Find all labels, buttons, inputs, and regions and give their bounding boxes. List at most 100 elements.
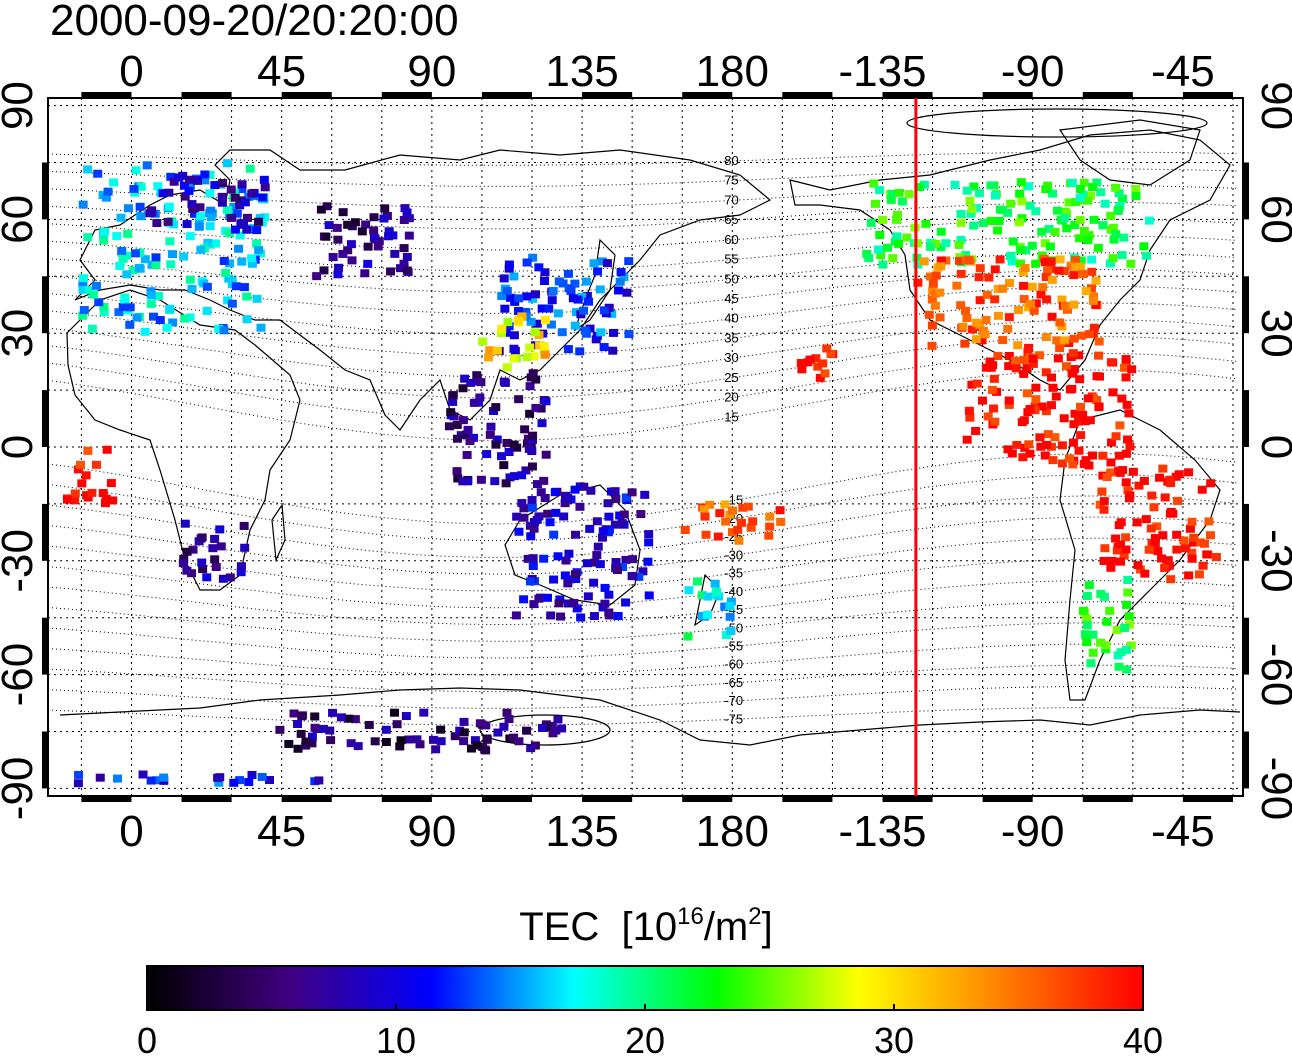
tec-point bbox=[952, 281, 962, 290]
tec-point bbox=[619, 510, 629, 519]
tec-point bbox=[128, 266, 138, 275]
border-band bbox=[782, 92, 833, 98]
tec-point bbox=[386, 267, 396, 276]
tec-point bbox=[874, 186, 884, 195]
tec-point bbox=[140, 255, 150, 264]
tec-point bbox=[444, 422, 454, 431]
tec-point bbox=[338, 208, 348, 217]
coastlines bbox=[59, 108, 1241, 746]
tec-point bbox=[584, 297, 594, 306]
tec-point bbox=[1105, 259, 1115, 268]
tec-point bbox=[328, 708, 338, 717]
tec-point bbox=[941, 239, 951, 248]
tec-point bbox=[1202, 550, 1212, 559]
tec-point bbox=[234, 244, 244, 253]
tec-point bbox=[557, 724, 567, 733]
border-band bbox=[1243, 731, 1249, 789]
tec-point bbox=[396, 736, 406, 745]
lon-tick-top: -135 bbox=[838, 47, 926, 96]
tec-point bbox=[159, 773, 169, 782]
tec-point bbox=[904, 190, 914, 199]
tec-point bbox=[1111, 183, 1121, 192]
tec-point bbox=[310, 712, 320, 721]
tec-point bbox=[1067, 384, 1077, 393]
tec-point bbox=[1040, 239, 1050, 248]
tec-point bbox=[1040, 258, 1050, 267]
mlat-label: -60 bbox=[724, 657, 743, 672]
tec-point bbox=[195, 203, 205, 212]
tec-point bbox=[544, 304, 554, 313]
tec-point bbox=[539, 554, 549, 563]
tec-point bbox=[482, 735, 492, 744]
tec-point bbox=[1206, 479, 1216, 488]
tec-point bbox=[509, 272, 519, 281]
mlat-contour bbox=[48, 218, 1237, 251]
tec-point bbox=[189, 209, 199, 218]
tec-point bbox=[208, 544, 218, 553]
tec-point bbox=[328, 253, 338, 262]
tec-point bbox=[180, 314, 190, 323]
border-band bbox=[782, 796, 833, 802]
tec-point bbox=[194, 222, 204, 231]
tec-point bbox=[501, 328, 511, 337]
tec-point bbox=[971, 335, 981, 344]
tec-point bbox=[462, 430, 472, 439]
tec-point bbox=[223, 296, 233, 305]
tec-point bbox=[1144, 216, 1154, 225]
border-band bbox=[1182, 796, 1233, 802]
tec-point bbox=[537, 304, 547, 313]
tec-point bbox=[580, 326, 590, 335]
tec-point bbox=[239, 521, 249, 530]
tec-point bbox=[563, 579, 573, 588]
tec-point bbox=[222, 159, 232, 168]
tec-point bbox=[98, 489, 108, 498]
tec-point bbox=[334, 263, 344, 272]
tec-point bbox=[73, 465, 83, 474]
tec-point bbox=[257, 772, 267, 781]
tec-point bbox=[611, 557, 621, 566]
tec-point bbox=[210, 555, 220, 564]
tec-point bbox=[1163, 556, 1173, 565]
mlat-contour bbox=[48, 474, 1237, 542]
tec-point bbox=[713, 532, 723, 541]
tec-point bbox=[131, 166, 141, 175]
border-band bbox=[1243, 390, 1249, 447]
tec-point bbox=[179, 252, 189, 261]
tec-point bbox=[955, 256, 965, 265]
tec-point bbox=[512, 512, 522, 521]
tec-point bbox=[1016, 245, 1026, 254]
tec-point bbox=[595, 285, 605, 294]
border-band bbox=[582, 92, 633, 98]
tec-point bbox=[312, 272, 322, 281]
tec-point bbox=[301, 737, 311, 746]
tec-point bbox=[78, 285, 88, 294]
tec-point bbox=[1122, 400, 1132, 409]
tec-point bbox=[1008, 237, 1018, 246]
tec-point bbox=[168, 220, 178, 229]
tec-point bbox=[1125, 442, 1135, 451]
tec-point bbox=[550, 488, 560, 497]
tec-point bbox=[734, 536, 744, 545]
tec-point bbox=[1198, 561, 1208, 570]
tec-point bbox=[520, 425, 530, 434]
tec-point bbox=[613, 612, 623, 621]
tec-point bbox=[519, 595, 529, 604]
tec-point bbox=[1037, 402, 1047, 411]
tec-point bbox=[725, 601, 735, 610]
border-band bbox=[682, 92, 733, 98]
tec-point bbox=[1022, 389, 1032, 398]
tec-point bbox=[218, 179, 228, 188]
mlat-contour bbox=[48, 495, 1237, 558]
tec-point bbox=[396, 264, 406, 273]
tec-point bbox=[1038, 283, 1048, 292]
tec-point bbox=[252, 294, 262, 303]
tec-point bbox=[726, 597, 736, 606]
tec-point bbox=[902, 233, 912, 242]
tec-point bbox=[307, 732, 317, 741]
tec-point bbox=[964, 256, 974, 265]
tec-point bbox=[357, 227, 367, 236]
tec-point bbox=[63, 495, 73, 504]
tec-point bbox=[1075, 216, 1085, 225]
tec-point bbox=[712, 587, 722, 596]
tec-point bbox=[608, 328, 618, 337]
